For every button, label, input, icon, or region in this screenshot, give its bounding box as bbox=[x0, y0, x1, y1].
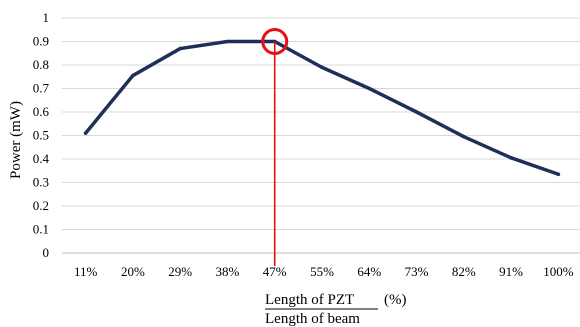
y-tick-label-9: 0.9 bbox=[33, 34, 49, 49]
y-tick-label-5: 0.5 bbox=[33, 128, 49, 143]
data-point-0-3 bbox=[225, 39, 230, 44]
y-tick-label-4: 0.4 bbox=[33, 151, 50, 166]
x-axis-label-denominator: Length of beam bbox=[265, 311, 360, 327]
series-line-0 bbox=[83, 39, 561, 177]
x-tick-label-4: 47% bbox=[263, 264, 287, 279]
data-point-0-8 bbox=[462, 134, 466, 139]
data-point-0-5 bbox=[320, 65, 324, 70]
x-tick-label-3: 38% bbox=[216, 264, 240, 279]
series-group bbox=[83, 39, 561, 177]
x-tick-label-9: 91% bbox=[499, 264, 523, 279]
x-tick-label-6: 64% bbox=[357, 264, 381, 279]
y-tick-label-7: 0.7 bbox=[33, 81, 50, 96]
y-axis-label: Power (mW) bbox=[8, 101, 24, 179]
y-tick-labels: 0 0.1 0.2 0.3 0.4 0.5 0.6 0.7 0.8 0.9 1 bbox=[33, 10, 50, 260]
y-tick-label-2: 0.2 bbox=[33, 198, 49, 213]
x-tick-label-0: 11% bbox=[74, 264, 98, 279]
y-tick-label-3: 0.3 bbox=[33, 175, 49, 190]
data-point-0-0 bbox=[83, 131, 88, 135]
x-tick-label-2: 29% bbox=[168, 264, 192, 279]
y-tick-label-1: 0.1 bbox=[33, 222, 49, 237]
data-point-0-9 bbox=[509, 156, 513, 160]
x-tick-labels: 11% 20% 29% 38% 47% 55% 64% 73% 82% 91% 100% bbox=[74, 264, 574, 279]
y-tick-label-10: 1 bbox=[43, 10, 50, 25]
gridlines bbox=[62, 17, 580, 254]
x-tick-label-1: 20% bbox=[121, 264, 145, 279]
highlight-group bbox=[261, 28, 289, 266]
y-tick-label-6: 0.6 bbox=[33, 104, 50, 119]
x-tick-label-10: 100% bbox=[543, 264, 574, 279]
x-axis-label-unit: (%) bbox=[384, 292, 407, 308]
y-tick-label-0: 0 bbox=[43, 245, 50, 260]
data-point-0-2 bbox=[178, 46, 182, 51]
x-tick-label-8: 82% bbox=[452, 264, 476, 279]
data-point-0-7 bbox=[414, 110, 419, 114]
data-point-0-1 bbox=[131, 73, 135, 78]
x-tick-label-7: 73% bbox=[405, 264, 429, 279]
y-tick-label-8: 0.8 bbox=[33, 57, 49, 72]
data-point-0-10 bbox=[556, 172, 561, 177]
x-tick-label-5: 55% bbox=[310, 264, 334, 279]
data-point-0-6 bbox=[367, 86, 372, 91]
x-axis-label-numerator: Length of PZT bbox=[265, 292, 354, 308]
highlight-circle bbox=[261, 28, 289, 55]
